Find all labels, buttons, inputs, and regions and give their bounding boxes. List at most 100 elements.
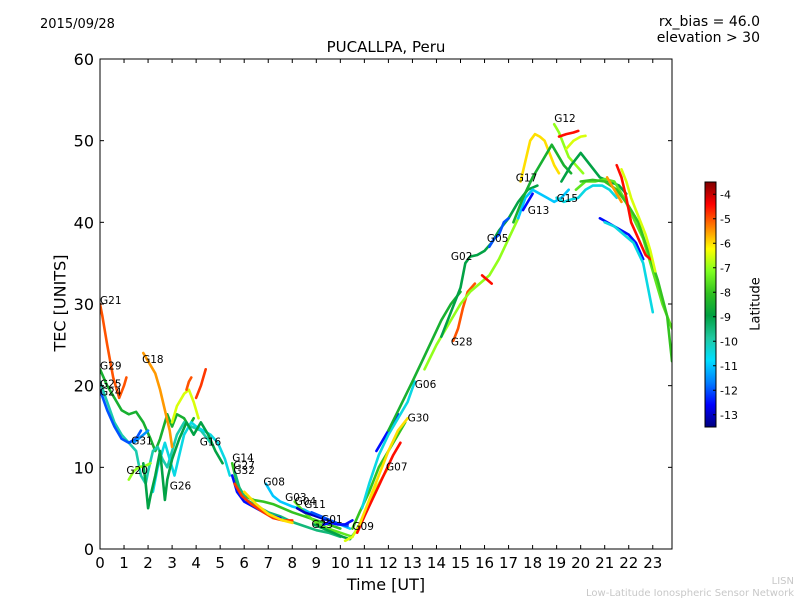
x-tick-label: 12 (379, 554, 398, 572)
series-line-g15d (579, 178, 672, 363)
series-line-g17b (512, 143, 573, 224)
satellite-label: G27 (233, 460, 255, 472)
satellite-label: G01 (321, 514, 343, 526)
series-line-g06 (360, 380, 417, 510)
series-line-g29 (100, 368, 195, 453)
series-line-g12 (552, 123, 585, 175)
series-line-g21 (100, 302, 128, 400)
x-tick-label: 5 (215, 554, 225, 572)
series-line-g16 (142, 421, 224, 510)
satellite-label: G26 (170, 480, 192, 492)
x-tick-label: 21 (595, 554, 614, 572)
satellite-label: G09 (352, 521, 374, 533)
series-line-g18 (142, 351, 174, 449)
series-line-g20 (127, 462, 152, 481)
series-line-g22 (620, 168, 657, 273)
series-line-g13b (521, 192, 534, 212)
satellite-label: G02 (451, 251, 473, 263)
x-tick-label: 14 (427, 554, 446, 572)
satellite-label: G29 (100, 360, 122, 372)
colorbar-tick-label: -12 (720, 384, 738, 397)
series-line-g24 (100, 388, 143, 445)
y-tick-label: 30 (74, 295, 94, 314)
satellite-label: G13 (528, 205, 550, 217)
series-group (100, 123, 672, 543)
series-line-g16d (194, 368, 207, 400)
x-tick-label: 13 (403, 554, 422, 572)
colorbar-tick-label: -4 (720, 188, 731, 201)
y-tick-label: 0 (84, 540, 94, 559)
series-line-g02b (480, 274, 493, 285)
x-tick-label: 15 (451, 554, 470, 572)
x-tick-label: 20 (571, 554, 590, 572)
satellite-label: G15 (557, 193, 579, 205)
series-line-g28 (452, 282, 477, 343)
plot-frame (99, 58, 673, 550)
x-tick-label: 11 (355, 554, 374, 572)
satellite-label: G32 (233, 465, 255, 477)
x-tick-label: 2 (143, 554, 153, 572)
x-tick-label: 23 (643, 554, 662, 572)
credit-short: LISN (771, 576, 794, 587)
series-line-g12c (565, 134, 587, 151)
series-line-g19b (603, 221, 655, 314)
satellite-label: G05 (487, 233, 509, 245)
satellite-label: G11 (304, 499, 326, 511)
x-axis-label: Time [UT] (346, 575, 426, 594)
x-tick-label: 16 (475, 554, 494, 572)
satellite-label: G30 (408, 413, 430, 425)
series-line-g06b (387, 290, 462, 432)
y-tick-label: 40 (74, 213, 94, 232)
satellite-label: G17 (516, 173, 538, 185)
y-tick-label: 50 (74, 132, 94, 151)
colorbar-tick-label: -8 (720, 286, 731, 299)
x-tick-label: 22 (619, 554, 638, 572)
satellite-label: G25 (100, 378, 122, 390)
series-line-g16b (170, 388, 200, 424)
y-tick-label: 10 (74, 458, 94, 477)
x-tick-label: 19 (547, 554, 566, 572)
colorbar-tick-label: -11 (720, 360, 738, 373)
x-tick-label: 18 (523, 554, 542, 572)
elevation-label: elevation > 30 (656, 30, 760, 46)
series-line-g25 (100, 380, 212, 485)
series-line-g07b (351, 421, 407, 530)
colorbar-tick-label: -13 (720, 409, 738, 422)
series-line-g15 (555, 184, 618, 204)
x-tick-label: 3 (167, 554, 177, 572)
satellite-label: G06 (415, 379, 437, 391)
satellite-label: G20 (126, 465, 147, 477)
series-line-g27 (233, 470, 342, 539)
satellite-label: G03 (285, 492, 307, 504)
x-tick-label: 4 (191, 554, 201, 572)
rx-bias-label: rx_bias = 46.0 (658, 14, 760, 30)
x-tick-label: 6 (239, 554, 249, 572)
series-line-g19c (615, 163, 652, 261)
satellite-label: G21 (100, 295, 122, 307)
credit-long: Low-Latitude Ionospheric Sensor Network (586, 588, 794, 599)
satellite-label: G12 (554, 113, 576, 125)
satellite-label: G14 (232, 453, 254, 465)
series-line-g30 (358, 417, 409, 526)
series-line-g17 (519, 132, 561, 183)
series-line-g19d (605, 176, 623, 204)
x-tick-label: 17 (499, 554, 518, 572)
colorbar-tick-label: -5 (720, 213, 731, 226)
satellite-label: G23 (312, 519, 334, 531)
colorbar-tick-label: -9 (720, 311, 731, 324)
satellite-label: G04 (295, 496, 317, 508)
satellite-label: G18 (142, 354, 164, 366)
series-line-g26 (151, 421, 232, 494)
satellite-label: G24 (100, 387, 122, 399)
series-line-g05 (488, 217, 510, 249)
colorbar-tick-label: -7 (720, 262, 731, 275)
y-tick-label: 20 (74, 377, 94, 396)
date-label: 2015/09/28 (40, 17, 115, 32)
satellite-label: G28 (451, 337, 473, 349)
series-line-g07 (355, 441, 402, 534)
satellite-label: G08 (263, 476, 285, 488)
x-tick-label: 7 (263, 554, 273, 572)
satellite-label: G07 (386, 462, 408, 474)
series-line-g12b (557, 129, 580, 138)
